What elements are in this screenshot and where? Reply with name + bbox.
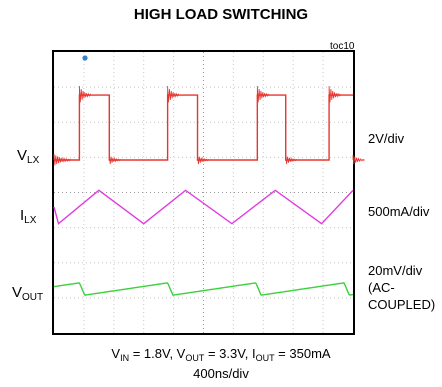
condition-item: IOUT = 350mA [251, 346, 331, 363]
grid-lines [54, 52, 353, 333]
vout-scale: 20mV/div (AC- COUPLED) [368, 262, 435, 313]
trigger-marker [82, 55, 88, 61]
vlx-ringing [167, 85, 180, 103]
ilx-trace [53, 189, 354, 225]
timebase-label: 400ns/div [193, 366, 249, 381]
condition-item: VIN = 1.8V, [111, 346, 177, 363]
vout-scale-line: 20mV/div [368, 263, 423, 278]
vlx-trace [54, 94, 353, 161]
condition-item: VOUT = 3.3V, [176, 346, 252, 363]
vlx-ringing [79, 85, 92, 103]
vout-channel-label: VOUT [12, 284, 44, 303]
test-conditions: VIN = 1.8V, VOUT = 3.3V, IOUT = 350mA [0, 346, 442, 363]
ilx-channel-label: ILX [20, 207, 37, 226]
vlx-channel-label: VLX [17, 147, 40, 166]
vout-scale-line: (AC- [368, 280, 395, 295]
vlx-ringing [285, 154, 298, 165]
chart-title: HIGH LOAD SWITCHING [133, 6, 309, 23]
vout-scale-line: COUPLED) [368, 297, 436, 312]
waveform-traces [53, 85, 365, 296]
vlx-ringing [328, 85, 342, 103]
ilx-scale: 500mA/div [368, 204, 430, 219]
figure-number: toc10 [330, 41, 355, 52]
vlx-ringing [256, 85, 270, 103]
vout-trace [53, 282, 354, 296]
vlx-ringing [53, 153, 72, 166]
vlx-ringing [352, 154, 365, 165]
vlx-scale: 2V/div [368, 131, 405, 146]
vlx-ringing [197, 154, 210, 165]
vlx-ringing [108, 154, 122, 165]
